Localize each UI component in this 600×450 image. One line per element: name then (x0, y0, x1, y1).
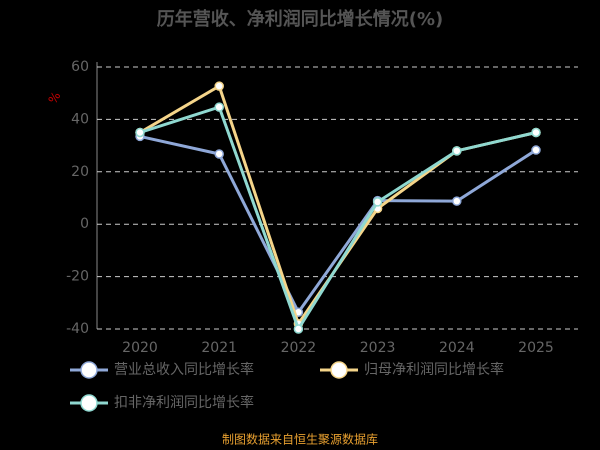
y-tick-label: 60 (71, 59, 89, 75)
x-tick-label: 2025 (518, 340, 554, 356)
legend-marker (80, 361, 98, 379)
y-tick-label: 0 (80, 216, 89, 232)
data-point (372, 197, 383, 207)
chart-title: 历年营收、净利润同比增长情况(%) (157, 8, 444, 30)
data-point (531, 127, 541, 138)
series-line (139, 134, 537, 316)
series-line (139, 105, 537, 333)
legend-label: 归母净利润同比增长率 (364, 361, 504, 378)
y-tick-label: -40 (66, 321, 89, 337)
legend-label: 扣非净利润同比增长率 (114, 394, 254, 411)
y-tick-label: -20 (66, 269, 89, 285)
x-tick-label: 2021 (201, 340, 237, 356)
legend-marker (80, 394, 98, 412)
x-tick-label: 2024 (439, 340, 475, 356)
data-point (531, 145, 541, 155)
x-tick-label: 2022 (281, 340, 317, 356)
y-tick-label: 40 (71, 111, 89, 127)
y-tick-label: 20 (71, 164, 89, 180)
data-point (452, 196, 462, 206)
legend-marker (330, 361, 348, 379)
data-point (214, 102, 224, 112)
data-point (214, 81, 224, 91)
source-note: 制图数据来自恒生聚源数据库 (222, 432, 378, 447)
legend-label: 营业总收入同比增长率 (114, 361, 254, 378)
data-point (293, 324, 304, 334)
x-tick-label: 2020 (122, 340, 158, 356)
x-tick-label: 2023 (360, 340, 396, 356)
data-point (452, 146, 462, 156)
data-point (214, 149, 224, 159)
data-point (135, 127, 145, 138)
